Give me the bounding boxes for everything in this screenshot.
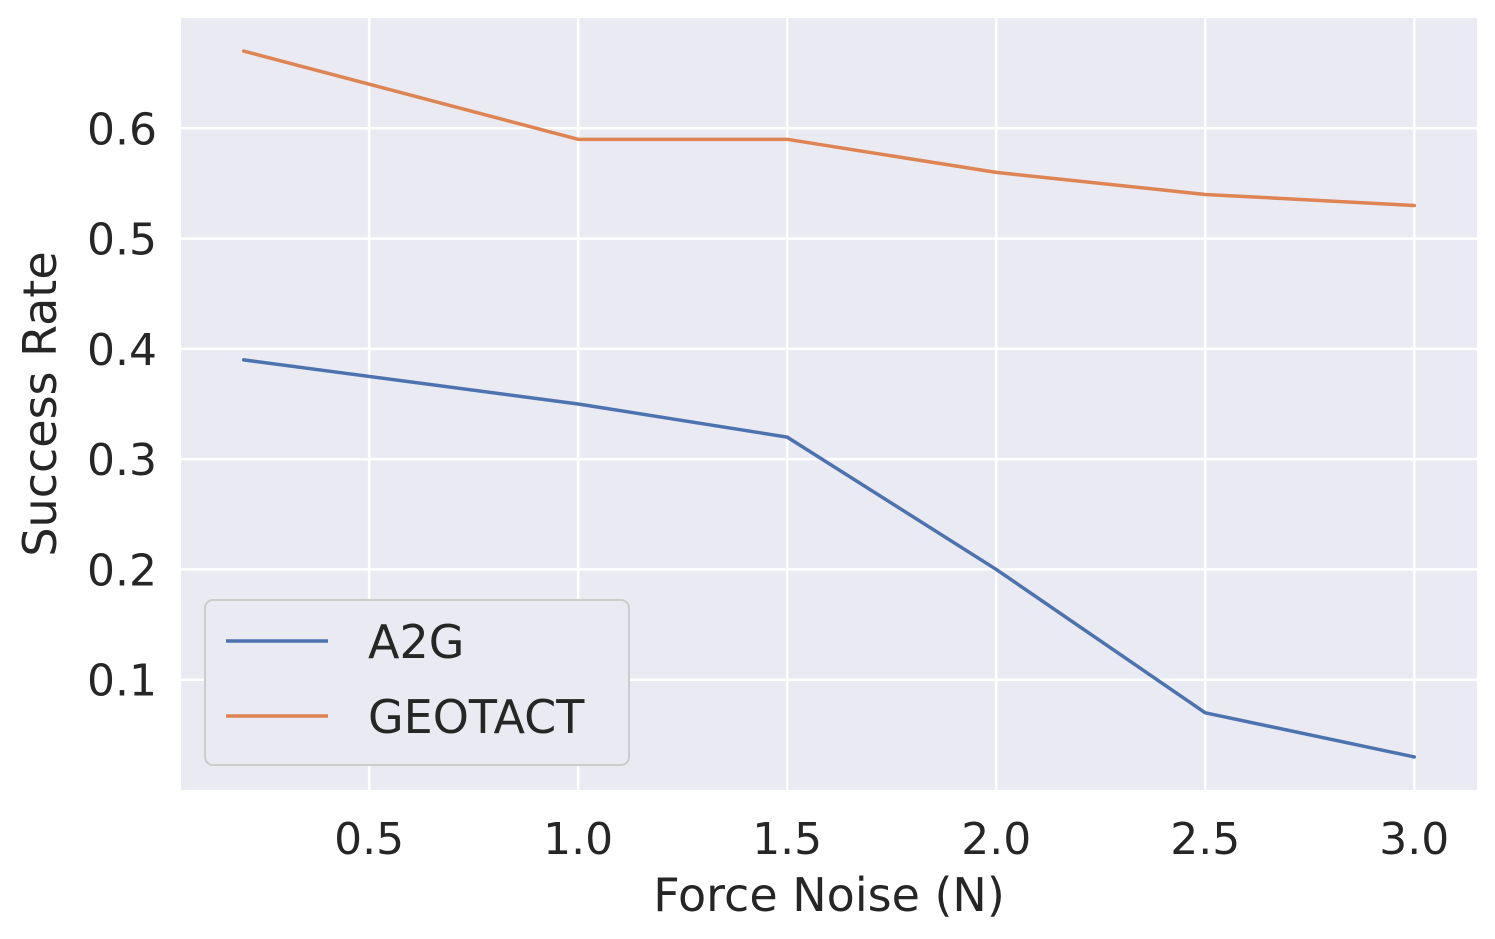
- y-gridlines: [181, 127, 1477, 681]
- legend-label-geotact: GEOTACT: [368, 690, 585, 744]
- x-tick-label: 0.5: [334, 814, 404, 865]
- series-line-geotact: [241, 49, 1417, 208]
- y-tick-labels: 0.1 0.2 0.3 0.4 0.5 0.6: [87, 104, 157, 706]
- y-tick-label: 0.1: [87, 656, 157, 707]
- x-tick-label: 3.0: [1379, 814, 1449, 865]
- x-tick-label: 2.0: [961, 814, 1031, 865]
- y-tick-label: 0.3: [87, 435, 157, 486]
- x-tick-label: 1.0: [543, 814, 613, 865]
- x-axis-label: Force Noise (N): [653, 868, 1005, 922]
- x-tick-labels: 0.5 1.0 1.5 2.0 2.5 3.0: [334, 814, 1449, 865]
- y-tick-label: 0.4: [87, 325, 157, 376]
- x-tick-label: 2.5: [1170, 814, 1240, 865]
- legend-label-a2g: A2G: [368, 615, 464, 669]
- x-tick-label: 1.5: [752, 814, 822, 865]
- series-lines: [241, 49, 1417, 759]
- y-axis-label: Success Rate: [13, 251, 67, 556]
- y-tick-label: 0.5: [87, 215, 157, 266]
- y-tick-label: 0.2: [87, 545, 157, 596]
- y-tick-label: 0.6: [87, 104, 157, 155]
- legend: A2G GEOTACT: [204, 599, 630, 766]
- series-line-a2g: [241, 358, 1417, 759]
